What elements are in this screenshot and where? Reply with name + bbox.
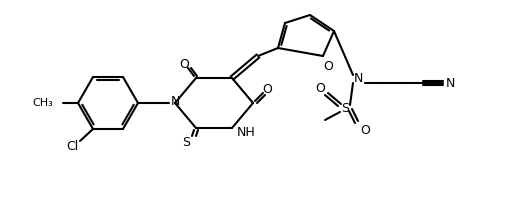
Text: NH: NH (237, 127, 255, 139)
Text: N: N (170, 95, 180, 107)
Text: S: S (182, 137, 190, 150)
Text: O: O (323, 60, 333, 73)
Text: Cl: Cl (66, 139, 78, 153)
Text: O: O (315, 81, 325, 95)
Text: O: O (179, 58, 189, 70)
Text: O: O (360, 124, 370, 138)
Text: N: N (445, 77, 455, 89)
Text: O: O (262, 83, 272, 96)
Text: S: S (341, 101, 349, 115)
Text: N: N (353, 72, 363, 84)
Text: CH₃: CH₃ (32, 98, 53, 108)
